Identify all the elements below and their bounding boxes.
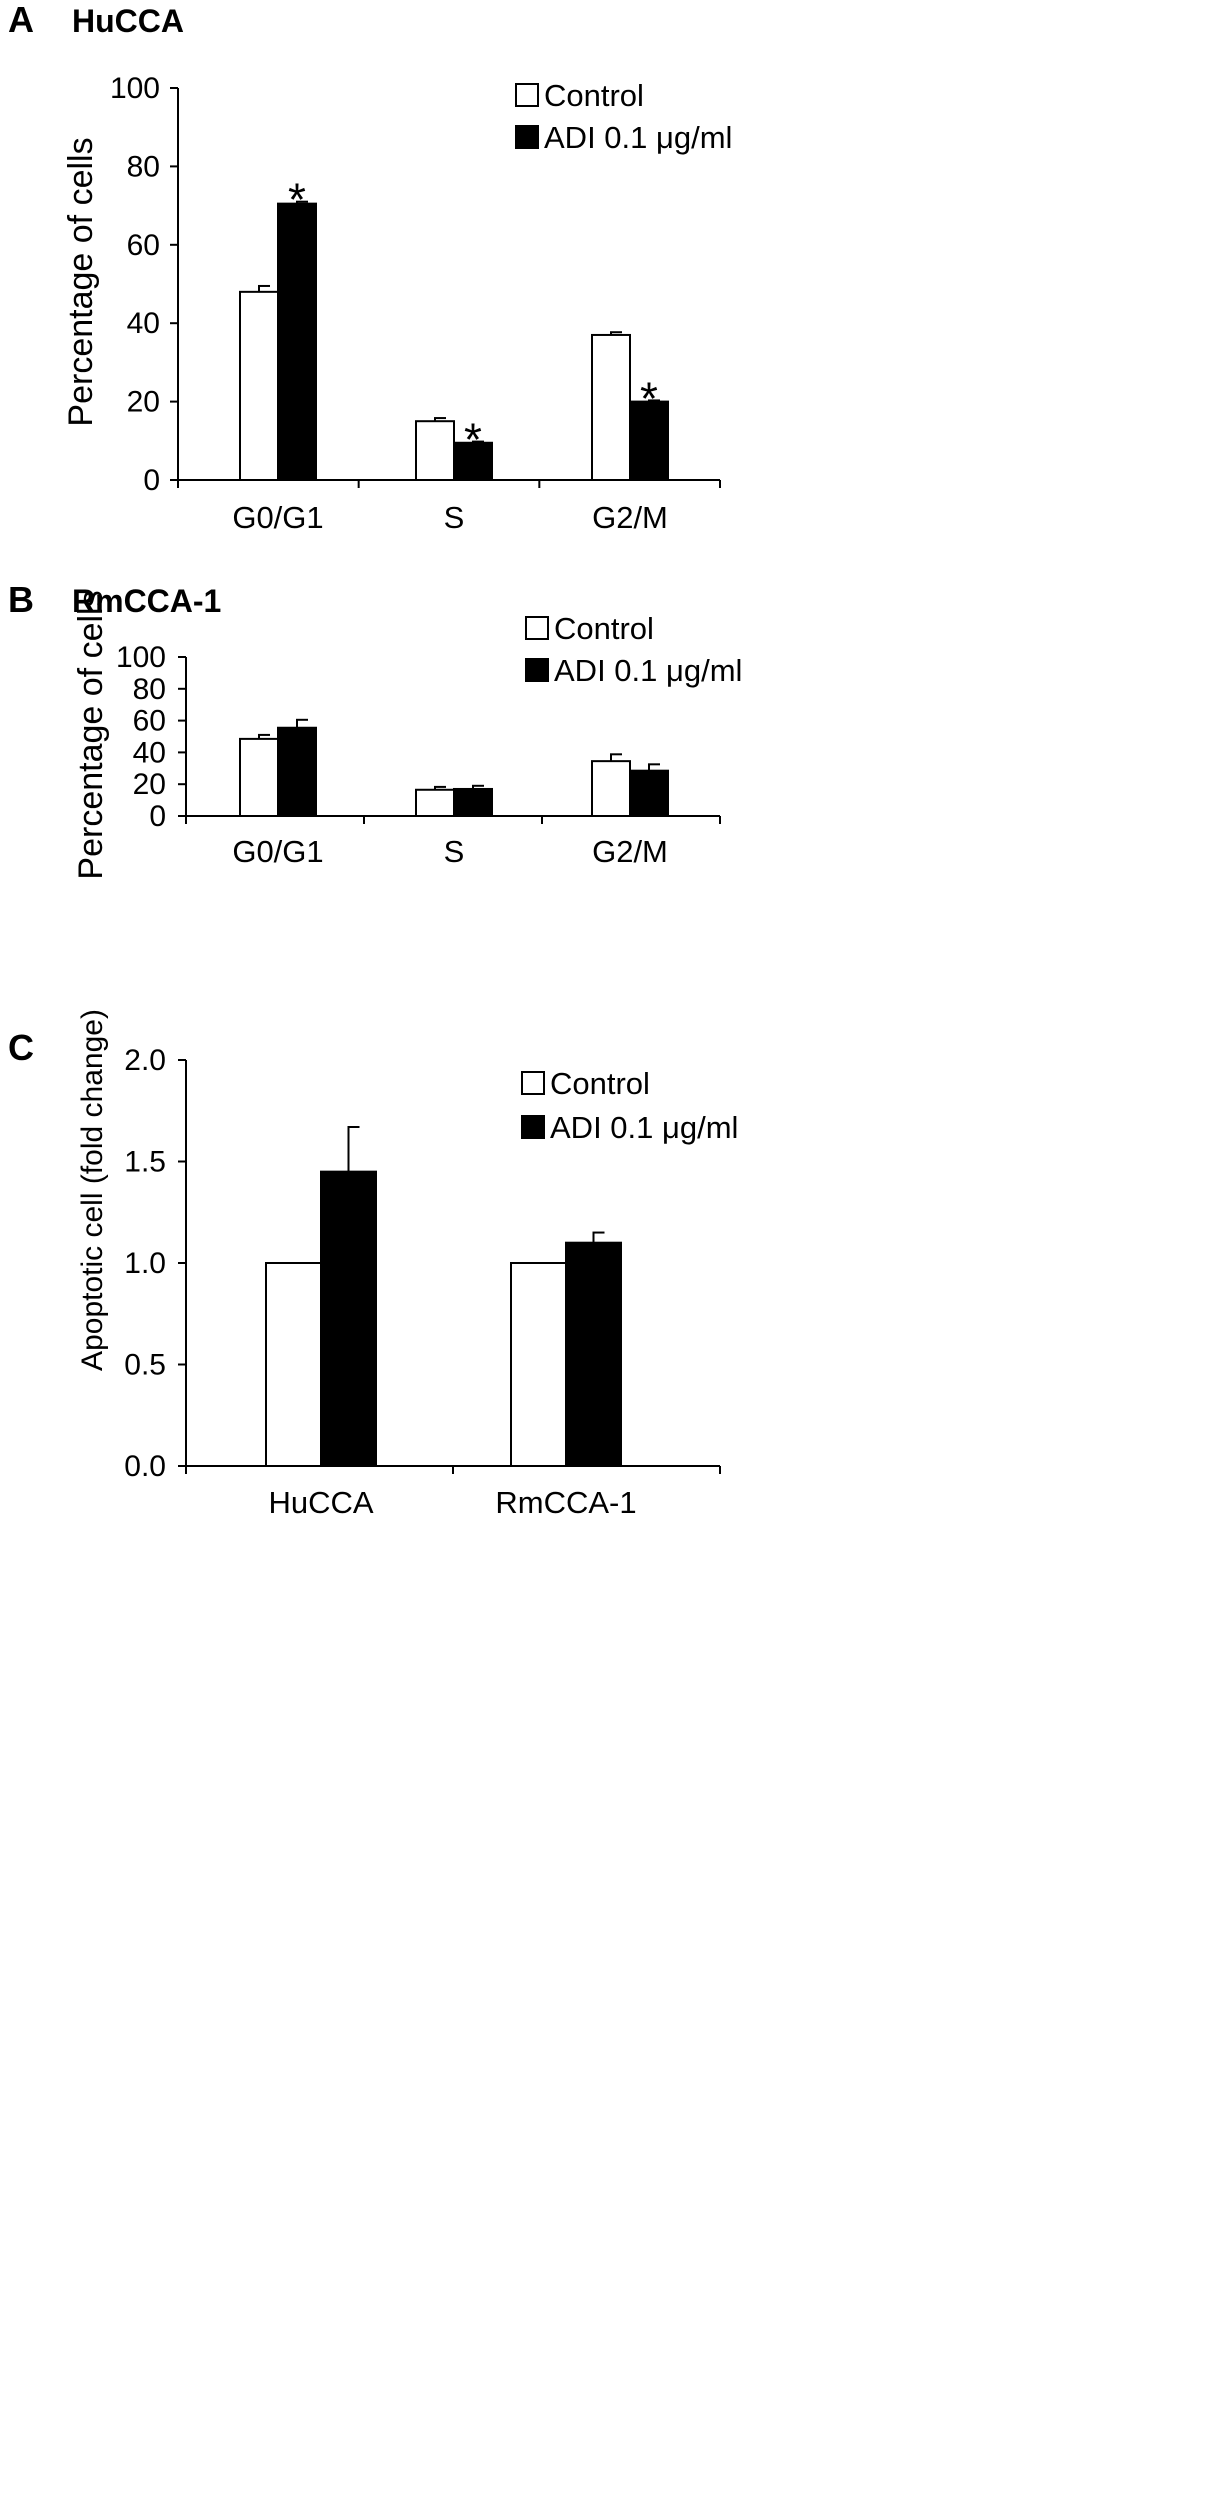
panel-b-y-tick-label: 60 [133,705,166,738]
panel-b-legend-swatch-adi [525,658,549,682]
panel-a-legend-label-control: Control [544,78,644,113]
panel-b-y-tick-label: 20 [133,768,166,801]
panel-b-legend-swatch-control [525,616,549,640]
panel-a-y-tick-label: 0 [143,464,160,497]
panel-a-title: HuCCA [72,3,184,39]
panel-c-y-tick-label: 1.0 [124,1247,166,1280]
panel-a-legend-swatch-control [515,83,539,107]
panel-c-plot: 0.0 0.5 1.0 1.5 2.0 HuCCA RmCCA-1 Control ADI 0.… [124,1044,738,1520]
panel-a-legend-label-adi: ADI 0.1 μg/ml [544,120,732,155]
panel-b: B RmCCA-1 Percentage of cells 0204060801… [8,579,742,880]
panel-b-bar-control [239,737,279,818]
panel-c-legend-label-adi: ADI 0.1 μg/ml [550,1110,738,1145]
panel-a-bar-adi [629,400,669,482]
panel-a-bar-control [239,290,279,481]
panel-b-bar-adi [629,769,669,817]
panel-a-letter: A [8,0,34,40]
panel-c-letter: C [8,1027,34,1068]
panel-c-bar-control [265,1262,322,1467]
panel-a-plot: 0 20 40 60 80 100 * G0/G1 * S * G2/M Control ADI 0.1 … [110,72,732,535]
panel-a-y-tick-label: 20 [127,386,160,419]
panel-c-legend-swatch-adi [521,1115,545,1139]
panel-b-legend-label-adi: ADI 0.1 μg/ml [554,653,742,688]
panel-c-y-tick-label: 2.0 [124,1044,166,1077]
panel-b-y-tick-label: 100 [116,641,166,674]
panel-c-y-tick-label: 1.5 [124,1146,166,1179]
panel-b-bar-control [591,760,631,818]
panel-a-significance-star: * [640,372,658,424]
panel-a-y-tick-label: 100 [110,72,160,105]
panel-c-bar-control [510,1262,567,1467]
panel-c-y-tick-label: 0.0 [124,1450,166,1483]
panel-a-bar-control [415,420,455,482]
panel-a-significance-star: * [288,174,306,226]
panel-a-y-axis-label: Percentage of cells [62,137,100,426]
panel-b-bar-adi [453,787,493,817]
panel-a-category-label: G2/M [592,500,668,535]
panel-b-category-label: G2/M [592,834,668,869]
panel-b-category-label: S [444,834,465,869]
panel-c-bar-adi [565,1241,622,1467]
panel-a-category-label: S [444,500,465,535]
panel-b-category-label: G0/G1 [232,834,323,869]
panel-c-legend-swatch-control [521,1071,545,1095]
panel-b-y-tick-label: 0 [149,800,166,833]
panel-b-y-axis-label: Percentage of cells [72,590,110,879]
panel-c-legend-label-control: Control [550,1066,650,1101]
panel-b-y-tick-label: 80 [133,673,166,706]
panel-b-y-tick-label: 40 [133,736,166,769]
panel-c-y-tick-label: 0.5 [124,1349,166,1382]
panel-a-significance-star: * [464,414,482,466]
panel-b-legend-label-control: Control [554,611,654,646]
panel-c-category-label: HuCCA [268,1485,373,1520]
panel-a-legend-swatch-adi [515,125,539,149]
panel-a-bar-adi [453,441,493,482]
panel-a-y-tick-label: 80 [127,150,160,183]
panel-a-category-label: G0/G1 [232,500,323,535]
panel-c-bar-adi [320,1170,377,1468]
panel-a-bar-adi [277,202,317,481]
panel-b-letter: B [8,579,34,620]
panel-b-bar-adi [277,726,317,818]
panel-c: C Apoptotic cell (fold change) 0.0 0.5 1.0… [8,1009,738,1520]
panel-b-bar-control [415,788,455,818]
panel-c-category-label: RmCCA-1 [495,1485,636,1520]
panel-b-title: RmCCA-1 [72,583,221,619]
panel-a-y-tick-label: 60 [127,229,160,262]
panel-a-y-tick-label: 40 [127,307,160,340]
panel-a: A HuCCA Percentage of cells 0 20 40 60 80 100… [8,0,732,535]
panel-a-bar-control [591,333,631,481]
panel-c-y-axis-label: Apoptotic cell (fold change) [76,1009,109,1371]
